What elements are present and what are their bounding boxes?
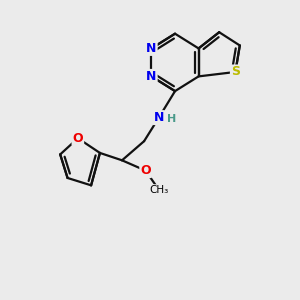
- Text: O: O: [73, 132, 83, 145]
- Text: S: S: [231, 65, 240, 79]
- Text: H: H: [167, 114, 176, 124]
- Text: N: N: [146, 42, 157, 55]
- Text: N: N: [154, 111, 164, 124]
- Text: CH₃: CH₃: [149, 185, 169, 195]
- Text: N: N: [146, 70, 157, 83]
- Text: O: O: [140, 164, 151, 177]
